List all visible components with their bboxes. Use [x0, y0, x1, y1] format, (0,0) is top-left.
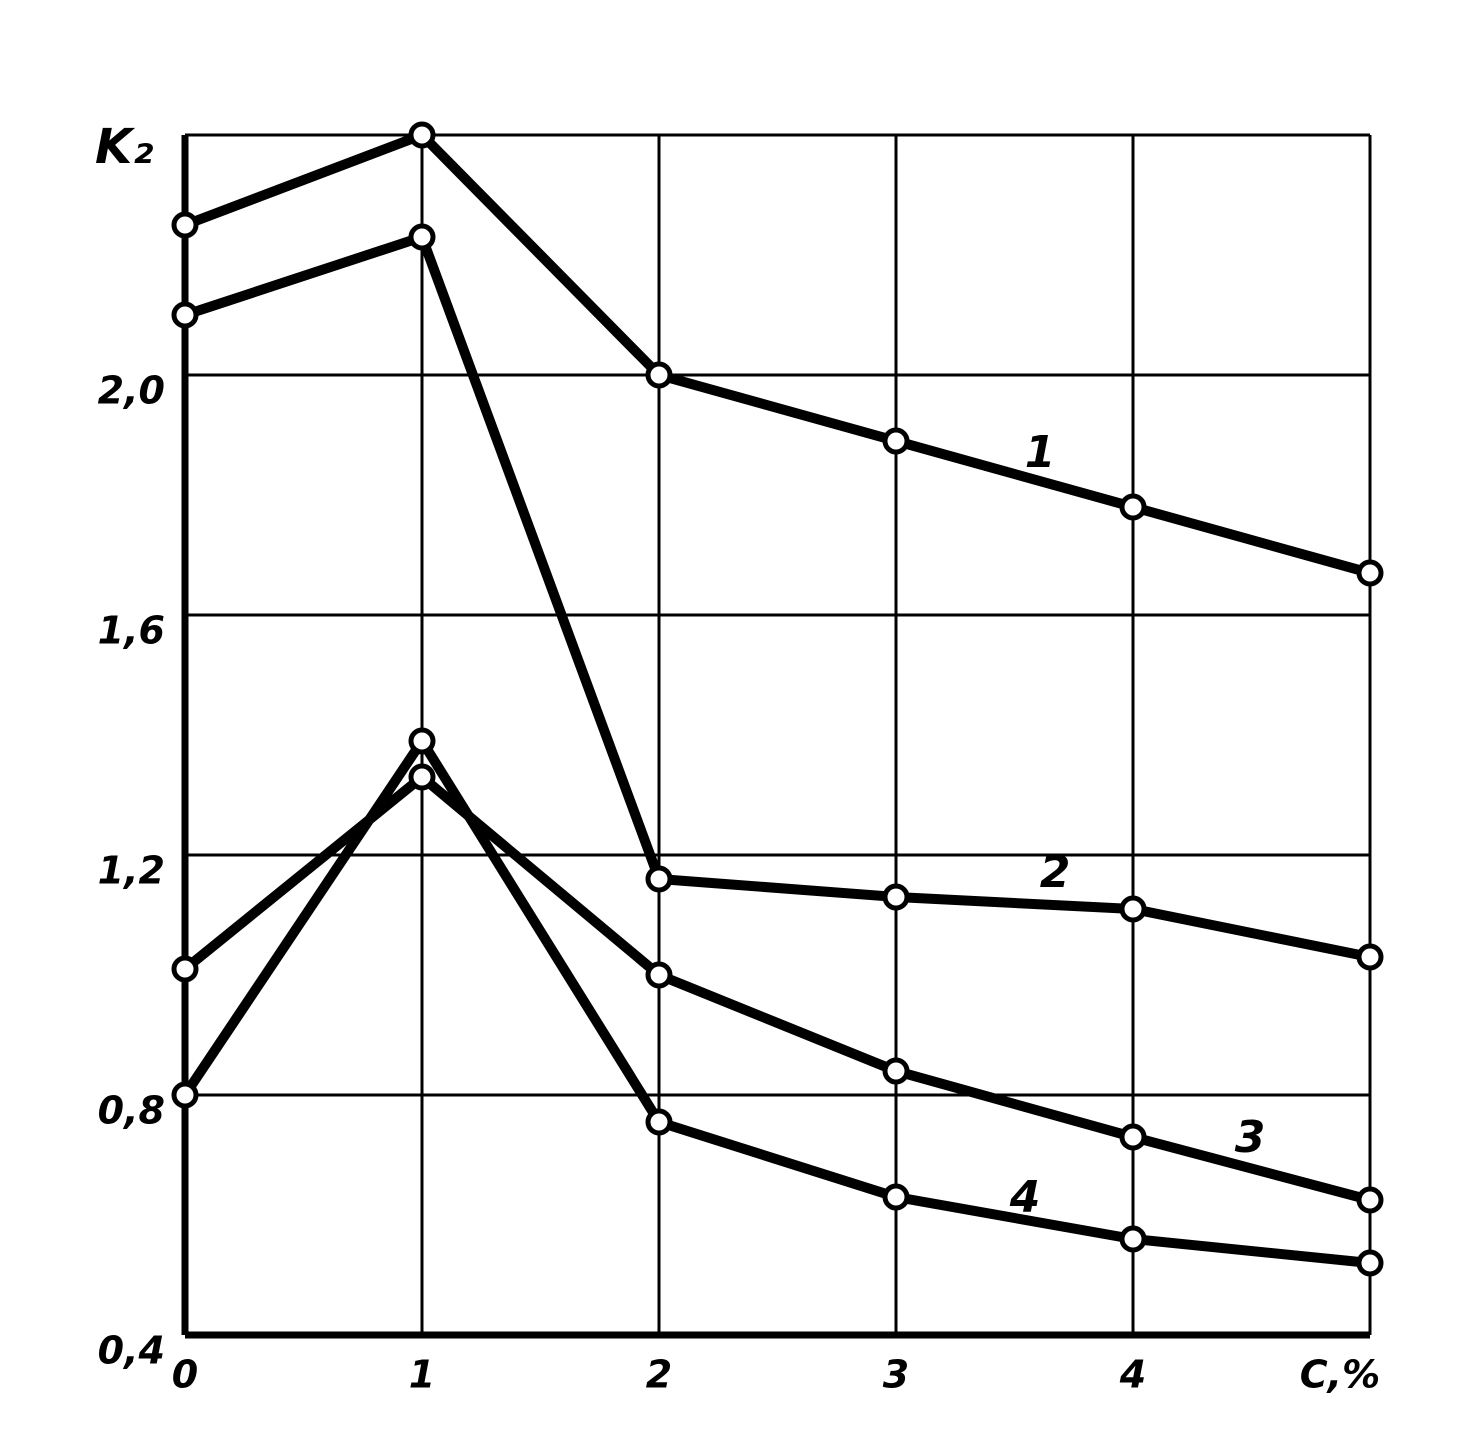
x-tick-label: 0 — [172, 1353, 198, 1397]
series-label: 3 — [1235, 1112, 1266, 1163]
data-point — [171, 301, 199, 329]
data-point — [171, 211, 199, 239]
data-point — [171, 1081, 199, 1109]
data-point — [1119, 1225, 1147, 1253]
y-tick-label: 0,4 — [98, 1329, 165, 1373]
data-point — [1356, 559, 1384, 587]
data-point — [1119, 895, 1147, 923]
data-point — [1356, 1186, 1384, 1214]
series-line — [180, 736, 1371, 1268]
data-point — [1119, 493, 1147, 521]
data-point — [408, 223, 436, 251]
series-line — [181, 772, 1372, 1205]
series-label: 1 — [1025, 427, 1056, 478]
data-point — [882, 427, 910, 455]
data-point — [408, 121, 436, 149]
data-point — [645, 961, 673, 989]
y-tick-label: 1,6 — [98, 609, 165, 653]
x-tick-label: 3 — [883, 1353, 909, 1397]
series-line — [183, 130, 1372, 578]
y-tick-label: 1,2 — [98, 849, 165, 893]
data-point — [171, 955, 199, 983]
data-point — [1356, 1249, 1384, 1277]
y-axis-label: K₂ — [95, 119, 153, 175]
data-point — [645, 361, 673, 389]
series-line — [183, 232, 1371, 962]
data-point — [882, 1183, 910, 1211]
data-point — [645, 865, 673, 893]
data-point — [408, 727, 436, 755]
data-point — [882, 883, 910, 911]
x-tick-label: 4 — [1119, 1353, 1146, 1397]
x-tick-label: C,% — [1300, 1353, 1380, 1397]
series-label: 4 — [1009, 1172, 1041, 1223]
data-point — [882, 1057, 910, 1085]
x-tick-label: 1 — [409, 1353, 435, 1397]
data-point — [1356, 943, 1384, 971]
series-label: 2 — [1040, 847, 1071, 898]
data-point — [408, 763, 436, 791]
data-point — [1119, 1123, 1147, 1151]
y-tick-label: 2,0 — [98, 369, 165, 413]
x-tick-label: 2 — [646, 1353, 672, 1397]
y-tick-label: 0,8 — [98, 1089, 165, 1133]
data-point — [645, 1108, 673, 1136]
